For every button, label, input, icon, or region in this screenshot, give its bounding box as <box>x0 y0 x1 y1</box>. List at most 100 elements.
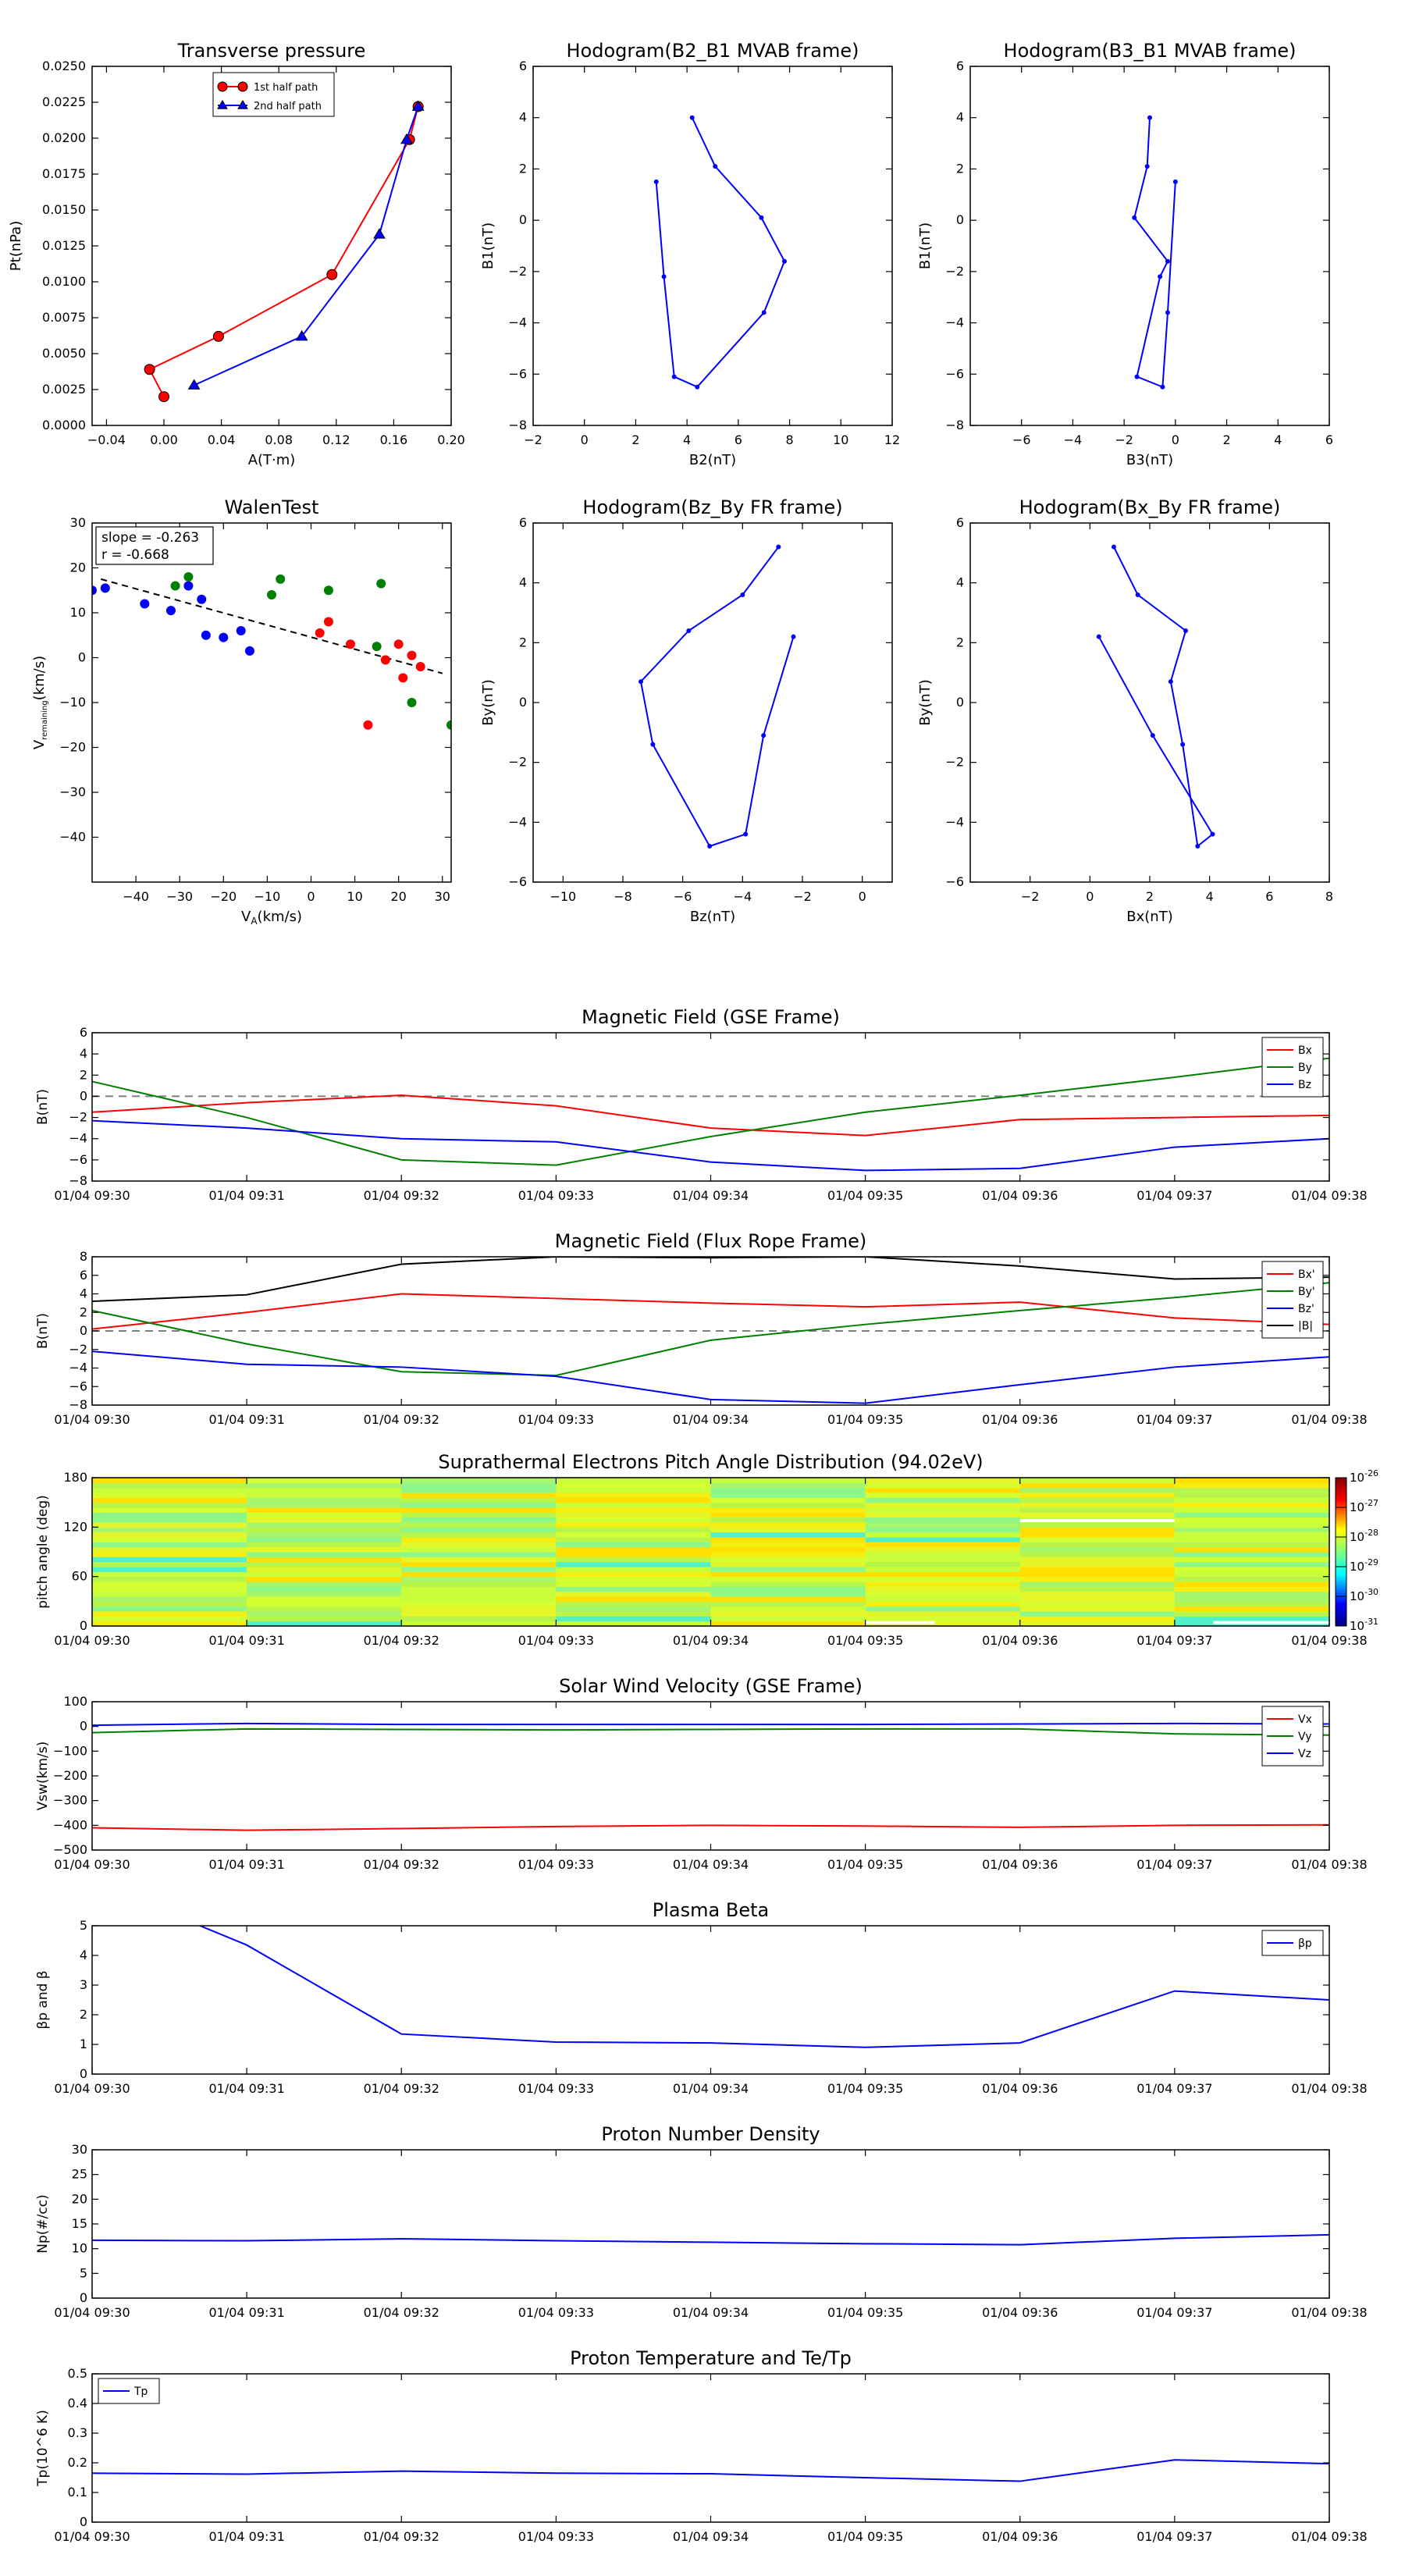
heatmap-cell <box>401 1616 557 1622</box>
data-point <box>661 274 667 279</box>
scatter-point <box>407 650 417 660</box>
heatmap-cell <box>865 1611 1021 1617</box>
x-tick-label: 0.12 <box>322 432 350 447</box>
scatter-point <box>92 585 97 596</box>
heatmap-cell <box>401 1512 557 1518</box>
heatmap-cell <box>865 1487 1021 1493</box>
y-tick-label: 0.0200 <box>42 130 86 145</box>
y-tick-label: 0.5 <box>68 2366 87 2381</box>
legend-label: Bx <box>1298 1044 1312 1057</box>
heatmap-cell <box>247 1582 402 1587</box>
heatmap-cell <box>92 1502 247 1508</box>
heatmap-gap <box>1019 1519 1175 1522</box>
heatmap-cell <box>92 1586 247 1592</box>
heatmap-cell <box>92 1621 247 1626</box>
heatmap-cell <box>1019 1616 1176 1622</box>
x-tick-label: −30 <box>166 889 193 904</box>
chart-hodo_b2_b1: Hodogram(B2_B1 MVAB frame)−2 0 2 4 6 8 10 12−8−… <box>480 40 900 468</box>
x-tick-label: 01/04 09:37 <box>1136 1188 1212 1203</box>
legend: Bx By Bz <box>1261 1037 1324 1098</box>
heatmap-cell <box>247 1546 402 1553</box>
x-tick-label: 01/04 09:38 <box>1291 1188 1367 1203</box>
x-tick-label: 2 <box>1222 432 1230 447</box>
y-tick-label: −4 <box>69 1131 87 1146</box>
heatmap-cell <box>556 1487 711 1493</box>
heatmap-cell <box>710 1606 866 1612</box>
heatmap-cell <box>92 1537 247 1542</box>
x-tick-label: 0 <box>581 432 589 447</box>
colorbar-tick-label: 10-27 <box>1350 1498 1378 1514</box>
y-tick-label: −4 <box>508 814 527 829</box>
data-point <box>1112 544 1116 550</box>
y-tick-label: 0.3 <box>68 2425 87 2440</box>
scatter-point <box>380 655 390 665</box>
data-point <box>686 628 692 633</box>
series-line <box>92 1057 1329 1166</box>
scatter-point <box>183 572 194 582</box>
x-tick-label: 01/04 09:35 <box>827 2305 903 2320</box>
heatmap-cell <box>1174 1601 1329 1607</box>
heatmap-cell <box>247 1532 402 1538</box>
data-point <box>689 115 695 120</box>
x-tick-label: 01/04 09:35 <box>827 1412 903 1427</box>
x-tick-label: 01/04 09:33 <box>518 2305 594 2320</box>
y-axis-label: Pt(nPa) <box>8 221 24 271</box>
heatmap-cell <box>92 1582 247 1587</box>
heatmap-cell <box>247 1586 402 1592</box>
x-tick-label: 01/04 09:37 <box>1136 2081 1212 2096</box>
x-tick-label: 4 <box>1274 432 1282 447</box>
y-tick-label: −6 <box>945 366 964 381</box>
plot-frame <box>91 1925 1330 2075</box>
scatter-point <box>363 720 373 730</box>
y-tick-label: 0 <box>80 2066 87 2081</box>
heatmap-cell <box>1174 1606 1329 1612</box>
heatmap-cell <box>556 1561 711 1567</box>
heatmap-cell <box>865 1512 1021 1518</box>
series-line <box>194 106 419 386</box>
legend-label: Bz' <box>1298 1303 1314 1315</box>
circle-marker <box>212 330 224 342</box>
plot-area <box>1096 544 1215 849</box>
heatmap-cell <box>556 1527 711 1533</box>
x-tick-label: 0 <box>307 889 315 904</box>
heatmap-cell <box>865 1591 1021 1597</box>
plot-area <box>92 2233 1329 2246</box>
heatmap-cell <box>247 1621 402 1626</box>
y-tick-label: −6 <box>69 1152 87 1167</box>
heatmap-cell <box>401 1522 557 1528</box>
scatter-point <box>315 628 325 638</box>
y-tick-label: −2 <box>508 264 527 279</box>
x-tick-label: 0.20 <box>437 432 465 447</box>
data-point <box>1158 274 1163 279</box>
data-point <box>782 258 787 264</box>
x-tick-label: 01/04 09:31 <box>208 1188 284 1203</box>
heatmap-cell <box>247 1552 402 1557</box>
heatmap-cell <box>556 1546 711 1553</box>
plot-frame <box>969 66 1330 426</box>
heatmap-cell <box>1174 1576 1329 1582</box>
heatmap-cell <box>556 1567 711 1572</box>
heatmap-cell <box>1019 1586 1176 1592</box>
y-tick-label: −6 <box>945 874 964 889</box>
heatmap-cell <box>1019 1527 1176 1533</box>
x-tick-label: 01/04 09:33 <box>518 2081 594 2096</box>
heatmap-cell <box>92 1576 247 1582</box>
x-tick-label: 01/04 09:30 <box>54 2305 130 2320</box>
y-tick-label: 0.0250 <box>42 59 86 73</box>
heatmap-gap <box>865 1621 935 1624</box>
x-tick-label: 01/04 09:38 <box>1291 2529 1367 2544</box>
heatmap-cell <box>710 1591 866 1597</box>
heatmap-cell <box>865 1517 1021 1523</box>
x-tick-label: 01/04 09:32 <box>364 2081 439 2096</box>
heatmap-cell <box>401 1497 557 1503</box>
heatmap-cell <box>247 1502 402 1508</box>
series-line <box>92 2233 1329 2246</box>
series-line <box>197 1926 1329 2048</box>
heatmap-cell <box>1019 1546 1176 1553</box>
heatmap-cell <box>1174 1582 1329 1587</box>
series-line <box>92 1094 1329 1137</box>
x-tick-label: 01/04 09:36 <box>982 2081 1058 2096</box>
heatmap-cell <box>401 1493 557 1498</box>
